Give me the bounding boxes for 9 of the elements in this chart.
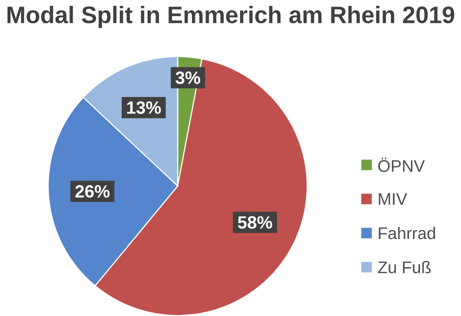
chart-title: Modal Split in Emmerich am Rhein 2019 (7, 6, 454, 28)
data-label: 3% (176, 72, 200, 84)
legend-label: MIV (378, 193, 408, 205)
data-label: 13% (127, 101, 161, 114)
legend-label: ÖPNV (378, 158, 425, 172)
data-label: 58% (238, 216, 272, 229)
legend-label: Zu Fuß (378, 260, 431, 274)
data-label: 26% (75, 185, 110, 198)
legend-label: Fahrrad (378, 226, 435, 240)
